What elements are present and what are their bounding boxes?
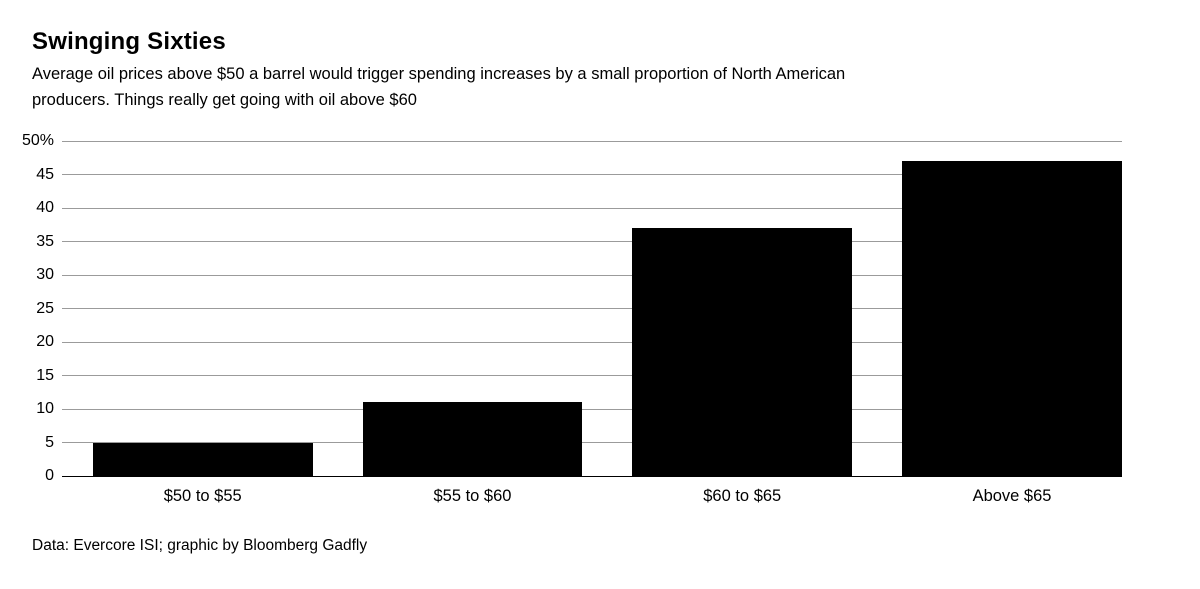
gridline (62, 174, 1122, 175)
x-tick-label: Above $65 (972, 487, 1052, 505)
plot-area: 0 5 10 15 20 25 30 35 40 45 50% (22, 132, 1122, 484)
source-note: Data: Evercore ISI; graphic by Bloomberg… (32, 537, 368, 554)
y-tick-label: 5 (45, 433, 54, 451)
chart-subtitle: Average oil prices above $50 a barrel wo… (32, 61, 1092, 113)
x-axis-baseline (62, 475, 1122, 477)
gridline (62, 140, 1122, 142)
gridline (62, 207, 1122, 209)
y-tick-label: 35 (36, 232, 54, 250)
x-tick-label: $50 to $55 (163, 487, 242, 505)
bar-1 (92, 442, 313, 476)
bar-4 (902, 161, 1122, 476)
bar-3 (632, 228, 853, 476)
y-tick-label: 25 (36, 299, 54, 317)
gridline (62, 375, 1122, 376)
gridline (62, 274, 1122, 276)
gridline (62, 241, 1122, 242)
x-tick-label: $60 to $65 (703, 487, 782, 505)
bar-2 (362, 402, 583, 476)
x-tick-label: $55 to $60 (433, 487, 512, 505)
y-tick-label: 45 (36, 165, 54, 183)
y-tick-label: 15 (36, 366, 54, 384)
x-axis-labels: $50 to $55 $55 to $60 $60 to $65 Above $65 (62, 487, 1122, 511)
y-tick-label: 40 (36, 199, 54, 216)
chart-subtitle-line-1: Average oil prices above $50 a barrel wo… (32, 65, 846, 83)
gridline (62, 408, 1122, 410)
y-tick-label: 0 (45, 467, 54, 484)
y-tick-label: 10 (36, 400, 54, 417)
chart-subtitle-line-2: producers. Things really get going with … (32, 91, 417, 109)
gridline (62, 341, 1122, 343)
y-tick-label: 50% (21, 132, 54, 149)
y-tick-label: 30 (36, 266, 54, 283)
gridline (62, 308, 1122, 309)
y-tick-label: 20 (36, 333, 54, 350)
gridline (62, 442, 1122, 443)
chart-title: Swinging Sixties (32, 28, 226, 55)
